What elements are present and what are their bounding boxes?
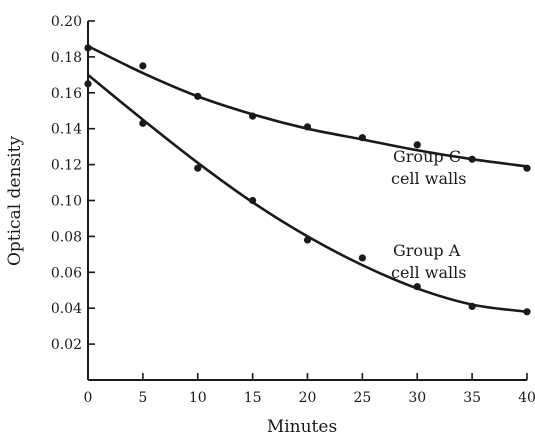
y-tick-label: 0.12 [51,158,82,174]
x-tick-label: 0 [84,390,93,406]
y-tick-label: 0.02 [51,337,82,353]
y-tick-label: 0.10 [51,194,82,210]
data-point-group-a [303,236,312,244]
data-point-group-a [468,302,476,311]
x-tick-label: 30 [408,390,426,406]
data-point-group-c [413,141,421,149]
series-labels: Group C cell walls Group A cell walls [391,147,466,282]
data-point-group-c [303,123,312,131]
data-point-group-c [194,92,202,100]
axes [87,21,527,381]
y-tick-label: 0.14 [51,122,82,138]
y-tick-label: 0.08 [51,229,82,245]
x-tick-label: 40 [518,390,535,406]
x-tick-label: 15 [244,390,262,406]
data-points [84,44,531,316]
y-tick-label: 0.20 [51,14,82,30]
data-point-group-a [139,119,147,127]
data-point-group-c [523,164,531,172]
data-point-group-c [468,155,476,163]
x-axis-title: Minutes [267,417,337,437]
data-point-group-c [358,134,366,142]
x-tick-label: 25 [353,390,371,406]
y-tick-label: 0.18 [51,50,82,66]
data-point-group-c [139,62,147,70]
series-curve-group-c [87,44,528,168]
series-label-group-c-line-1: Group C [393,147,461,166]
y-tick-label: 0.06 [51,265,82,281]
series-label-group-c-line-2: cell walls [391,169,466,188]
x-tick-label: 35 [463,390,481,406]
series-label-group-a-line-1: Group A [393,241,461,260]
x-tick-label: 5 [138,390,147,406]
y-axis-title: Optical density [5,136,25,266]
series-label-group-a-line-2: cell walls [391,263,466,282]
series-curve-group-a [87,73,528,314]
tick-labels: 0 5 10 15 20 25 30 35 40 0.02 0.04 0.06 0.08 0.10 0.12… [51,14,535,406]
data-point-group-a [523,308,531,316]
data-point-group-c [249,112,257,120]
data-point-group-a [84,80,92,88]
data-point-group-c [84,44,92,52]
data-point-group-a [358,254,366,262]
x-tick-label: 10 [189,390,207,406]
data-point-group-a [194,164,202,172]
x-tick-label: 20 [299,390,317,406]
data-point-group-a [413,283,421,291]
tick-marks [87,20,528,380]
data-point-group-a [249,196,257,205]
y-tick-label: 0.16 [51,86,82,102]
y-tick-label: 0.04 [51,301,82,317]
